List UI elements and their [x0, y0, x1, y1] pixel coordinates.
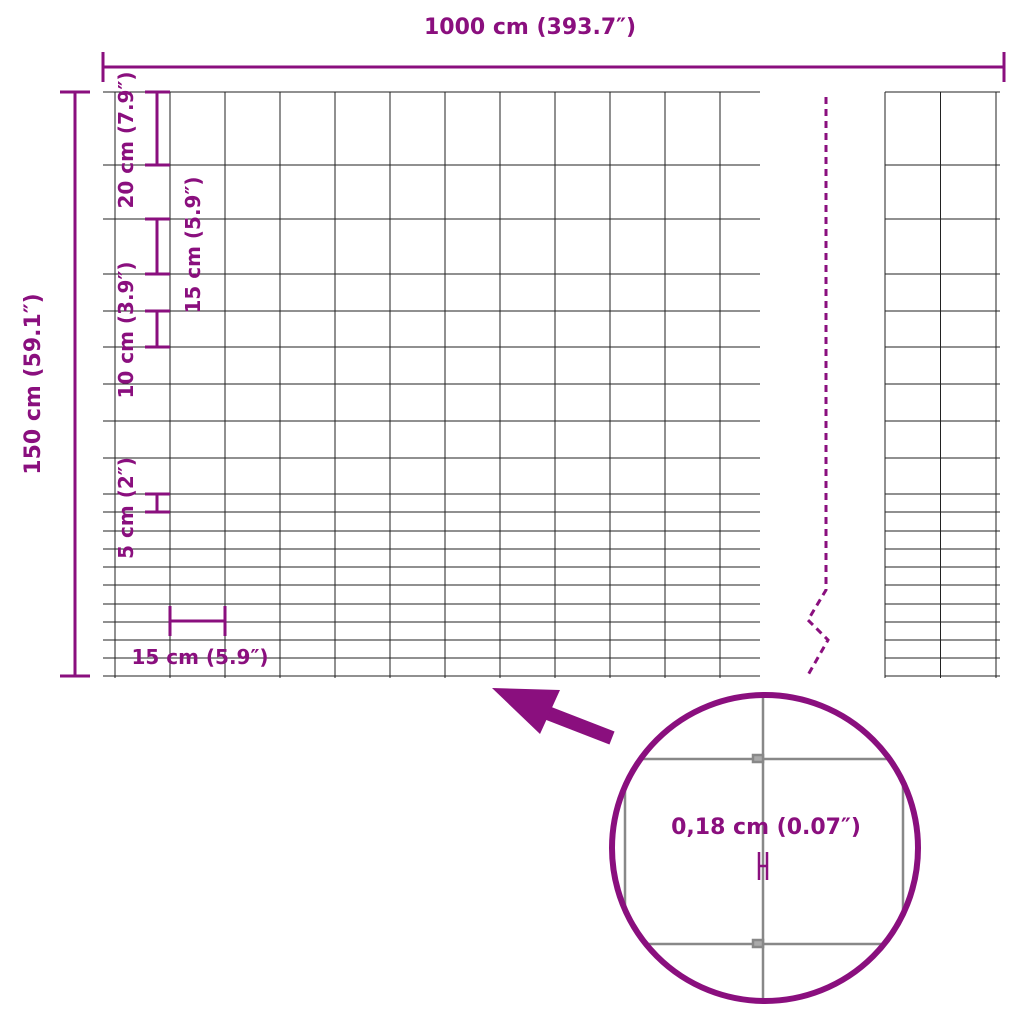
wire-diameter-label: 0,18 cm (0.07″): [671, 815, 861, 840]
mesh-spacing-dimensions: 20 cm (7.9″) 15 cm (5.9″) 10 cm (3.9″) 5…: [114, 71, 269, 669]
bottom-mesh-label: 5 cm (2″): [114, 457, 138, 559]
wire-detail-zoom: 0,18 cm (0.07″): [609, 692, 921, 1004]
length-dimension: 1000 cm (393.7″): [101, 15, 1006, 82]
top-mesh-label: 20 cm (7.9″): [114, 71, 138, 208]
mesh-width-label: 15 cm (5.9″): [131, 645, 268, 669]
height-dimension: 150 cm (59.1″): [21, 90, 90, 678]
lower-mesh-label: 10 cm (3.9″): [114, 261, 138, 398]
height-label: 150 cm (59.1″): [21, 293, 46, 474]
mid-mesh-label: 15 cm (5.9″): [181, 176, 205, 313]
length-label: 1000 cm (393.7″): [424, 15, 636, 40]
wire-mesh-grid: [103, 91, 1000, 678]
break-line: [806, 97, 830, 676]
zoom-arrow: [492, 688, 615, 745]
